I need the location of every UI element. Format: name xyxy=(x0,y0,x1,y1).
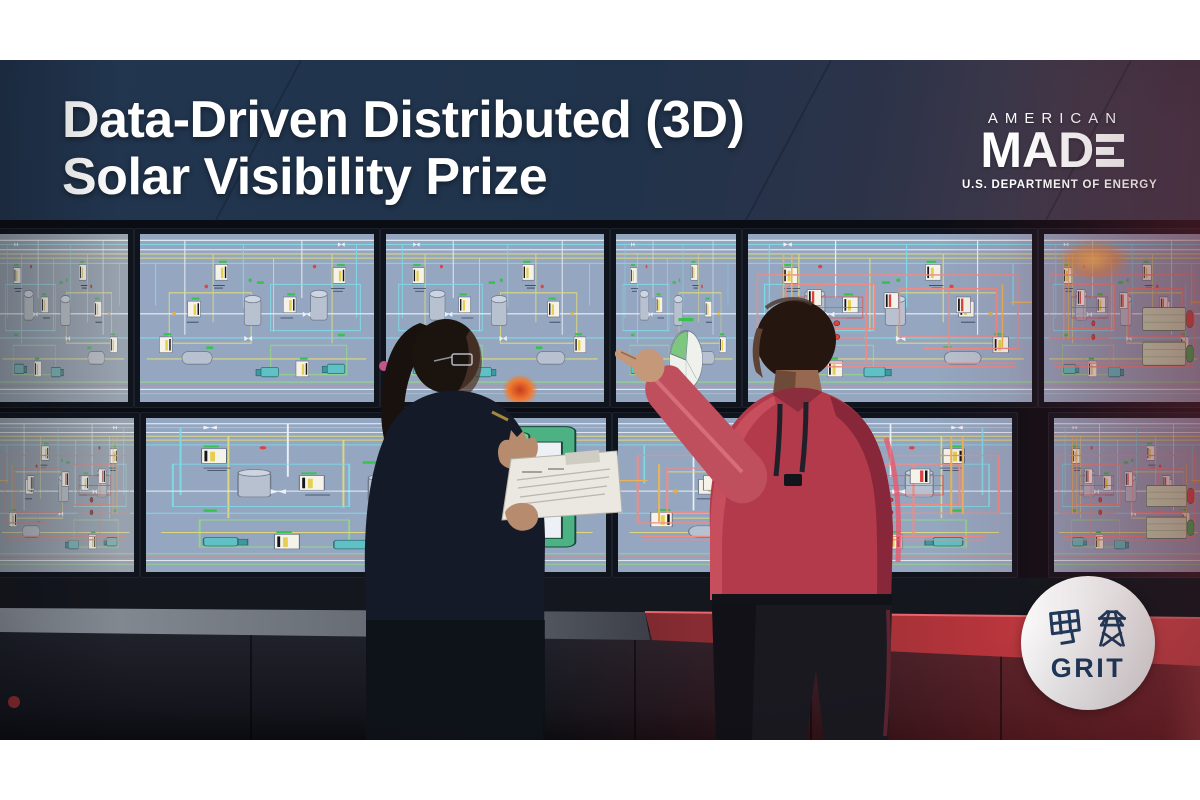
screen-schematic xyxy=(1044,234,1200,402)
cabinet-seam xyxy=(250,632,252,740)
screen-schematic xyxy=(616,234,736,402)
brand-made: MAD xyxy=(962,125,1142,175)
monitor-top-3 xyxy=(380,228,610,408)
control-room-photo: GRIT Data-Driven Distributed (3D) Solar … xyxy=(0,60,1200,740)
screen-schematic xyxy=(1054,418,1200,572)
screen-schematic xyxy=(0,418,134,572)
page-title: Data-Driven Distributed (3D) Solar Visib… xyxy=(62,91,745,206)
solar-panel-icon xyxy=(1049,608,1081,645)
monitor-top-2 xyxy=(134,228,380,408)
monitor-bottom-3 xyxy=(612,412,1018,578)
transmission-tower-icon xyxy=(1097,609,1127,647)
stylized-e-icon xyxy=(1095,134,1124,167)
cabinet-seam xyxy=(634,632,636,740)
monitor-top-4 xyxy=(610,228,742,408)
screen-schematic xyxy=(618,418,1012,572)
grit-badge: GRIT xyxy=(1021,576,1155,710)
cabinet-seam xyxy=(490,632,492,740)
monitor-top-1 xyxy=(0,228,134,408)
monitor-top-5 xyxy=(742,228,1038,408)
title-line-1: Data-Driven Distributed (3D) xyxy=(62,91,745,149)
screen-schematic xyxy=(140,234,374,402)
monitor-bottom-2 xyxy=(140,412,612,578)
video-wall xyxy=(0,220,1200,602)
cabinet-seam xyxy=(810,632,812,740)
monitor-bottom-1 xyxy=(0,412,140,578)
screen-schematic xyxy=(146,418,606,572)
cabinet-red-glow xyxy=(0,632,1200,740)
console-shelf xyxy=(0,578,1200,638)
console-cabinet xyxy=(0,632,1200,740)
screen-schematic xyxy=(386,234,604,402)
title-line-2: Solar Visibility Prize xyxy=(62,148,548,206)
grit-label: GRIT xyxy=(1050,652,1126,683)
monitor-bottom-4 xyxy=(1048,412,1200,578)
brand-american: AMERICAN xyxy=(987,110,1124,127)
monitor-top-6 xyxy=(1038,228,1200,408)
american-made-logo: AMERICAN MAD U.S. DEPARTMENT OF ENERGY xyxy=(962,110,1158,191)
screen-schematic xyxy=(0,234,128,402)
screen-schematic xyxy=(748,234,1032,402)
cabinet-seam xyxy=(1000,632,1002,740)
brand-tagline: U.S. DEPARTMENT OF ENERGY xyxy=(962,179,1158,191)
